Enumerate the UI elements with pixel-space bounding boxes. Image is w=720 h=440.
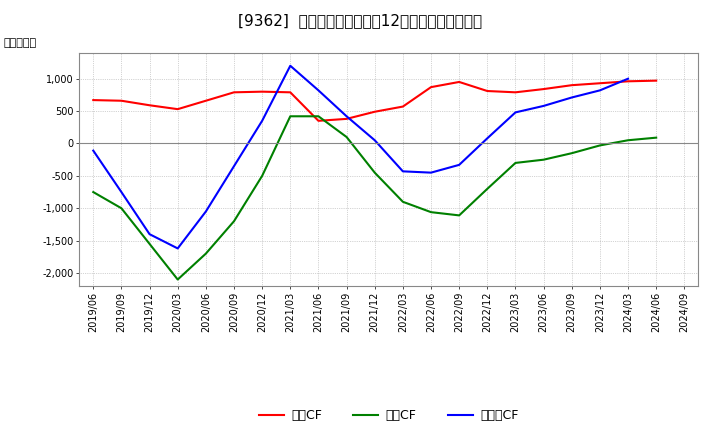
フリーCF bbox=[174, 246, 182, 251]
フリーCF bbox=[117, 190, 126, 195]
投資CF bbox=[483, 186, 492, 191]
フリーCF bbox=[145, 231, 154, 237]
投資CF bbox=[370, 170, 379, 175]
投資CF bbox=[230, 219, 238, 224]
フリーCF bbox=[314, 88, 323, 93]
営業CF bbox=[258, 89, 266, 94]
投資CF bbox=[89, 190, 98, 195]
フリーCF bbox=[595, 88, 604, 93]
営業CF bbox=[539, 86, 548, 92]
フリーCF bbox=[483, 136, 492, 141]
営業CF bbox=[89, 97, 98, 103]
営業CF bbox=[370, 109, 379, 114]
投資CF bbox=[117, 205, 126, 211]
フリーCF bbox=[202, 209, 210, 214]
営業CF bbox=[427, 84, 436, 90]
Line: 営業CF: 営業CF bbox=[94, 81, 656, 121]
営業CF bbox=[455, 79, 464, 84]
投資CF bbox=[202, 251, 210, 256]
投資CF bbox=[455, 213, 464, 218]
投資CF bbox=[539, 157, 548, 162]
投資CF bbox=[511, 160, 520, 165]
投資CF bbox=[286, 114, 294, 119]
フリーCF bbox=[342, 114, 351, 119]
営業CF bbox=[202, 98, 210, 103]
営業CF bbox=[624, 79, 632, 84]
フリーCF bbox=[511, 110, 520, 115]
営業CF bbox=[230, 90, 238, 95]
Line: 投資CF: 投資CF bbox=[94, 116, 656, 279]
フリーCF bbox=[624, 76, 632, 81]
営業CF bbox=[652, 78, 660, 83]
Text: [9362]  キャッシュフローの12か月移動合計の推移: [9362] キャッシュフローの12か月移動合計の推移 bbox=[238, 13, 482, 28]
投資CF bbox=[174, 277, 182, 282]
フリーCF bbox=[539, 103, 548, 109]
Line: フリーCF: フリーCF bbox=[94, 66, 628, 249]
営業CF bbox=[117, 98, 126, 103]
営業CF bbox=[399, 104, 408, 109]
営業CF bbox=[342, 116, 351, 121]
フリーCF bbox=[286, 63, 294, 68]
Y-axis label: （百万円）: （百万円） bbox=[4, 38, 37, 48]
フリーCF bbox=[230, 164, 238, 169]
投資CF bbox=[567, 150, 576, 156]
投資CF bbox=[258, 173, 266, 179]
投資CF bbox=[145, 241, 154, 246]
投資CF bbox=[595, 143, 604, 148]
営業CF bbox=[567, 83, 576, 88]
フリーCF bbox=[427, 170, 436, 175]
営業CF bbox=[145, 103, 154, 108]
フリーCF bbox=[455, 162, 464, 168]
営業CF bbox=[595, 81, 604, 86]
投資CF bbox=[314, 114, 323, 119]
投資CF bbox=[399, 199, 408, 205]
営業CF bbox=[314, 118, 323, 124]
投資CF bbox=[624, 138, 632, 143]
フリーCF bbox=[399, 169, 408, 174]
フリーCF bbox=[258, 118, 266, 124]
フリーCF bbox=[567, 95, 576, 100]
営業CF bbox=[286, 90, 294, 95]
投資CF bbox=[427, 209, 436, 215]
営業CF bbox=[483, 88, 492, 94]
営業CF bbox=[174, 106, 182, 112]
フリーCF bbox=[89, 148, 98, 153]
投資CF bbox=[652, 135, 660, 140]
Legend: 営業CF, 投資CF, フリーCF: 営業CF, 投資CF, フリーCF bbox=[253, 404, 524, 427]
投資CF bbox=[342, 134, 351, 139]
営業CF bbox=[511, 90, 520, 95]
フリーCF bbox=[370, 138, 379, 143]
